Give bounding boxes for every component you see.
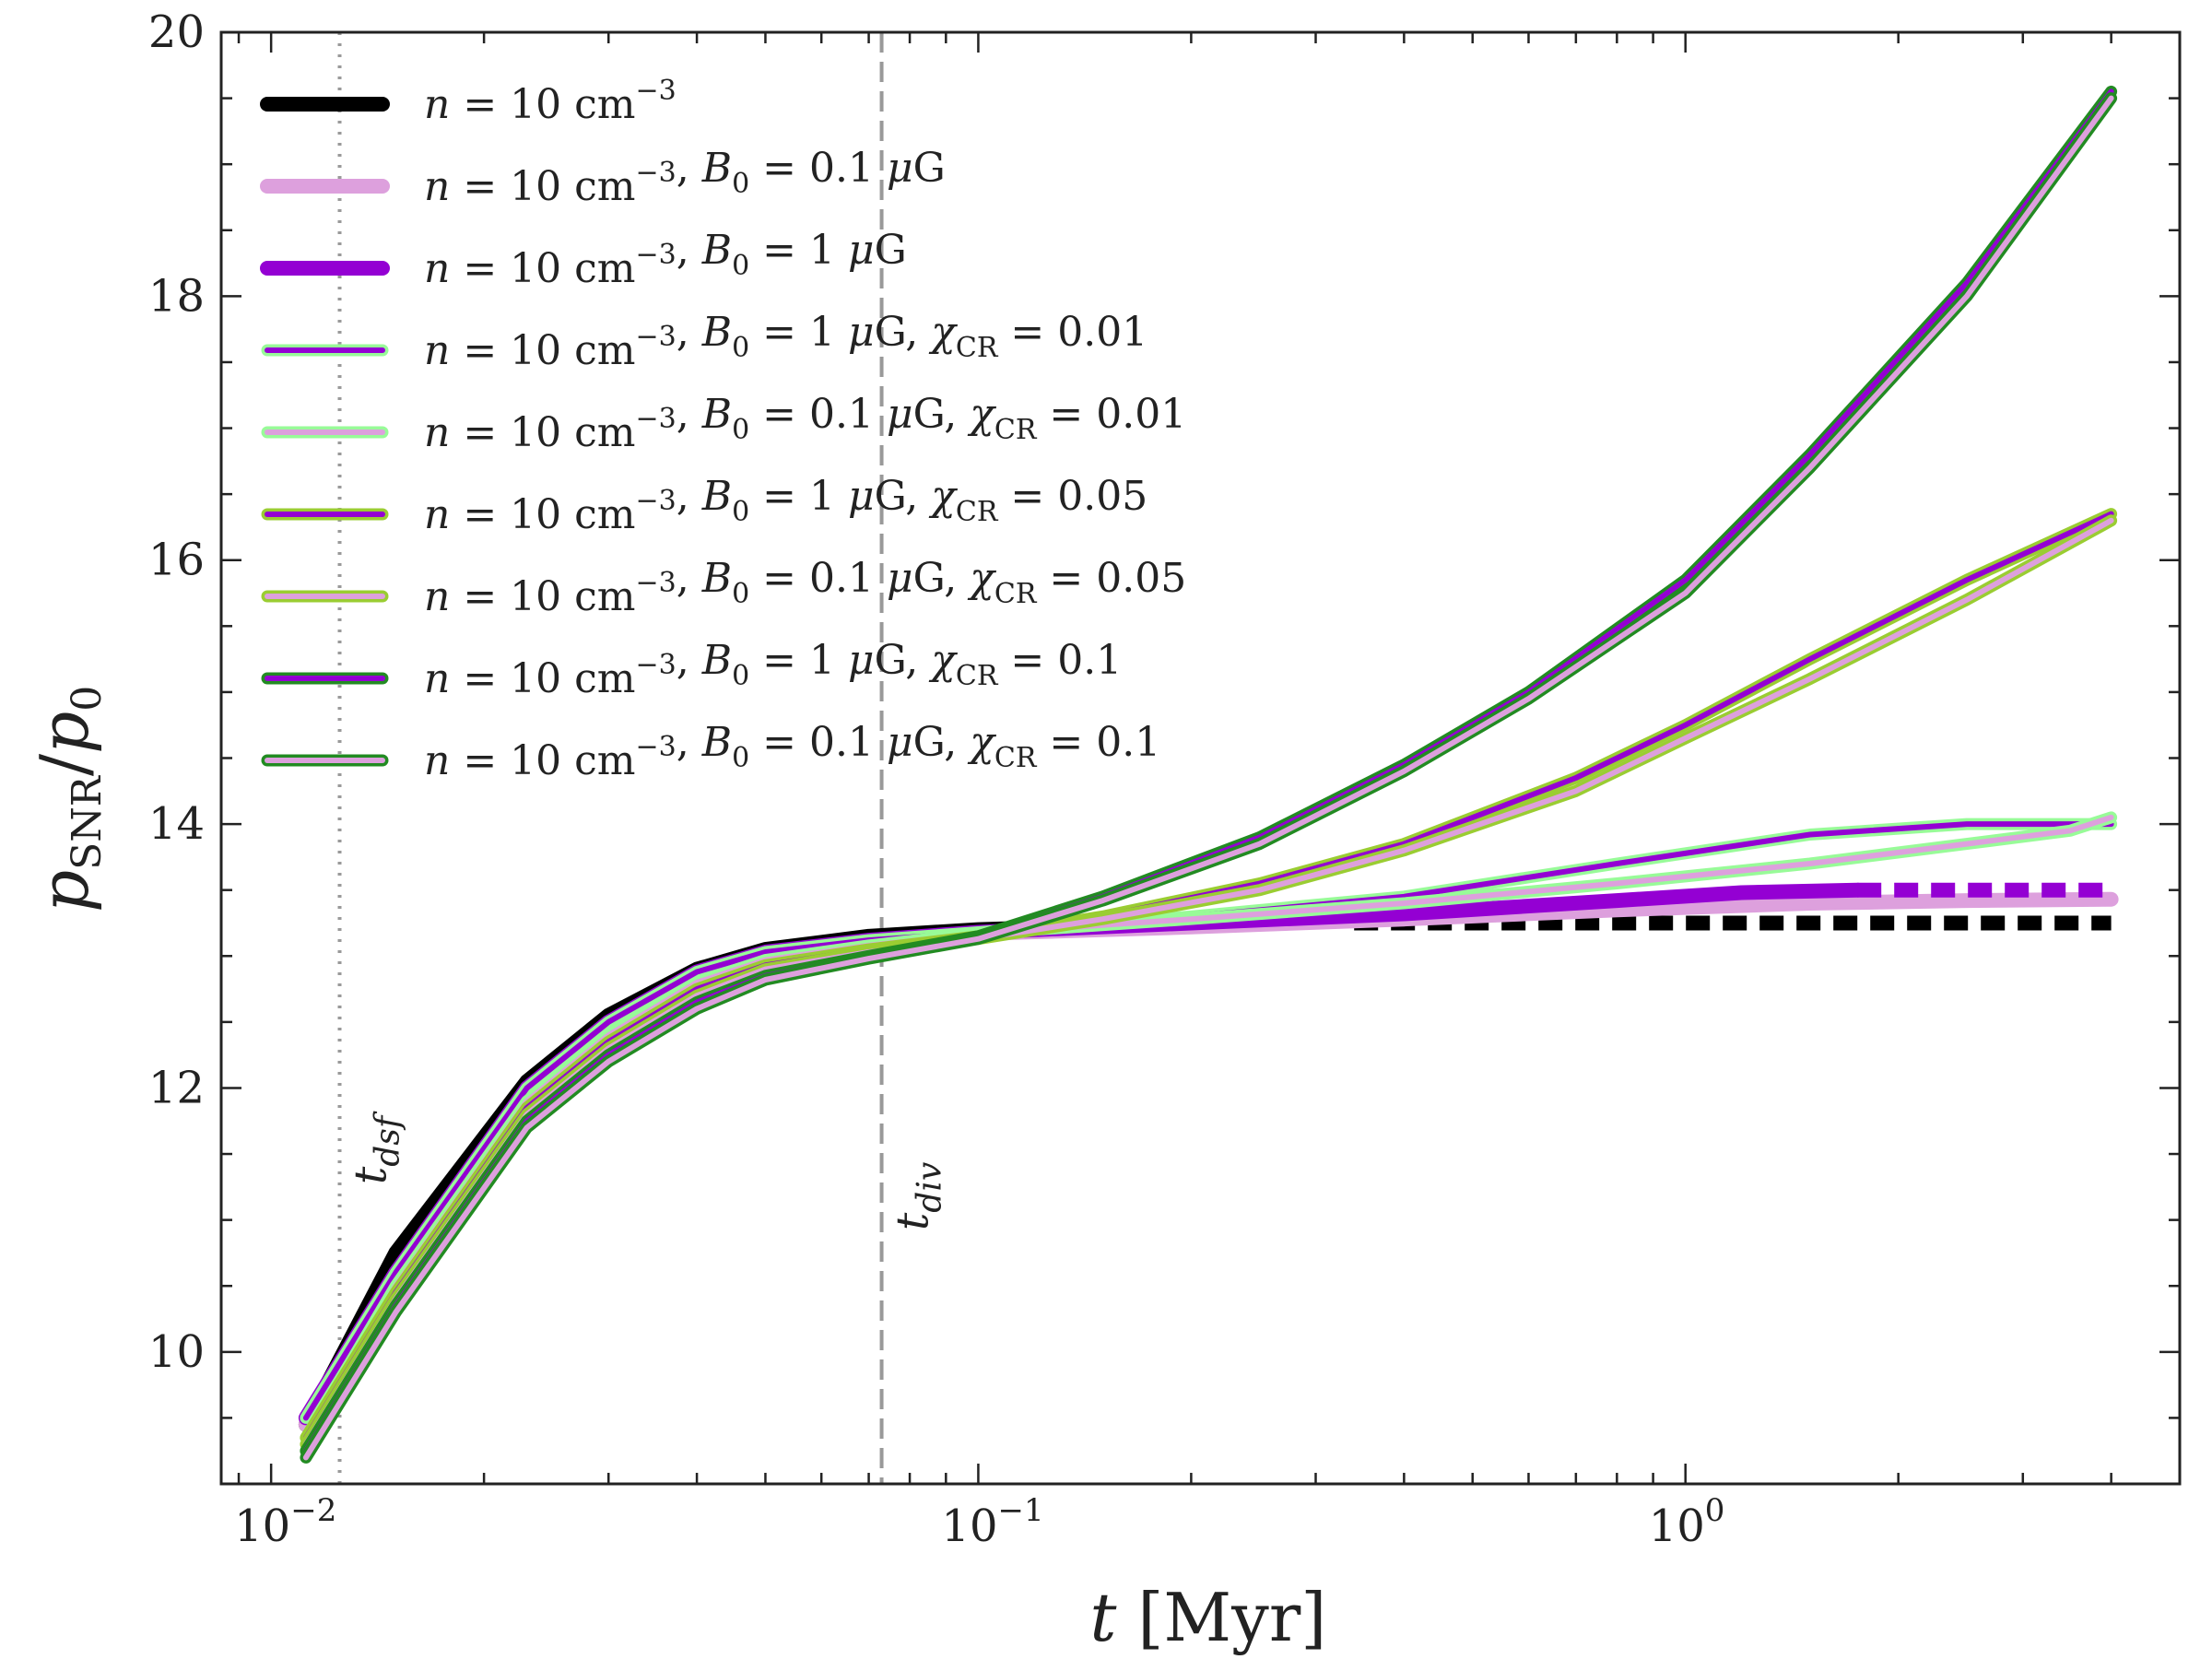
reference-label-t_dsf: tdsf	[346, 1111, 407, 1184]
legend: n = 10 cm−3 n = 10 cm−3, B0 = 0.1 μG n = 1…	[260, 75, 1186, 784]
legend-label: n = 10 cm−3	[424, 75, 677, 128]
y-tick-label: 18	[148, 270, 205, 322]
legend-item: n = 10 cm−3, B0 = 1 μG	[260, 227, 907, 292]
y-axis-label: pSNR/p0	[26, 686, 111, 912]
legend-item: n = 10 cm−3, B0 = 0.1 μG, χCR = 0.05	[261, 555, 1186, 620]
legend-label: n = 10 cm−3, B0 = 0.1 μG	[424, 145, 946, 210]
y-tick-label: 16	[148, 535, 205, 586]
series-line	[298, 882, 1865, 1426]
legend-label: n = 10 cm−3, B0 = 1 μG	[424, 227, 907, 292]
series-1	[298, 891, 2119, 1432]
series-0	[298, 912, 2112, 1432]
legend-label: n = 10 cm−3, B0 = 1 μG, χCR = 0.1	[424, 637, 1122, 702]
series-line-edge	[300, 508, 2118, 1444]
series-5	[300, 508, 2118, 1444]
legend-label: n = 10 cm−3, B0 = 0.1 μG, χCR = 0.05	[424, 555, 1186, 620]
legend-item: n = 10 cm−3, B0 = 1 μG, χCR = 0.05	[261, 473, 1147, 538]
series-8	[300, 92, 2118, 1464]
series-layer	[298, 85, 2119, 1464]
x-tick-label: 10−2	[234, 1492, 336, 1552]
legend-item: n = 10 cm−3, B0 = 1 μG, χCR = 0.01	[261, 309, 1147, 374]
x-tick-label: 10−1	[941, 1492, 1043, 1552]
series-line	[302, 95, 2114, 1461]
y-tick-label: 14	[148, 798, 205, 850]
legend-item: n = 10 cm−3	[260, 75, 677, 128]
axes-layer: 10−2 10−1 100 10 12 14 16 18 20 t [Myr] pSNR/p0	[26, 6, 2182, 1656]
legend-label: n = 10 cm−3, B0 = 0.1 μG, χCR = 0.1	[424, 719, 1160, 784]
legend-item: n = 10 cm−3, B0 = 0.1 μG	[260, 145, 946, 210]
x-tick-label: 100	[1649, 1492, 1725, 1552]
legend-item: n = 10 cm−3, B0 = 0.1 μG, χCR = 0.1	[261, 719, 1160, 784]
legend-item: n = 10 cm−3, B0 = 1 μG, χCR = 0.1	[261, 637, 1122, 702]
reference-label-t_div: tdiv	[888, 1162, 949, 1230]
legend-item: n = 10 cm−3, B0 = 0.1 μG, χCR = 0.01	[261, 391, 1186, 456]
legend-label: n = 10 cm−3, B0 = 1 μG, χCR = 0.05	[424, 473, 1147, 538]
series-2	[298, 882, 2112, 1426]
y-tick-label: 10	[148, 1326, 205, 1378]
annotation-layer: tdsf tdiv	[337, 32, 949, 1484]
y-tick-label: 12	[148, 1062, 205, 1113]
legend-label: n = 10 cm−3, B0 = 1 μG, χCR = 0.01	[424, 309, 1147, 374]
y-tick-label: 20	[148, 6, 205, 58]
series-line	[298, 891, 2119, 1432]
series-line	[302, 511, 2114, 1441]
legend-label: n = 10 cm−3, B0 = 0.1 μG, χCR = 0.01	[424, 391, 1186, 456]
x-axis-label: t [Myr]	[1090, 1579, 1327, 1656]
